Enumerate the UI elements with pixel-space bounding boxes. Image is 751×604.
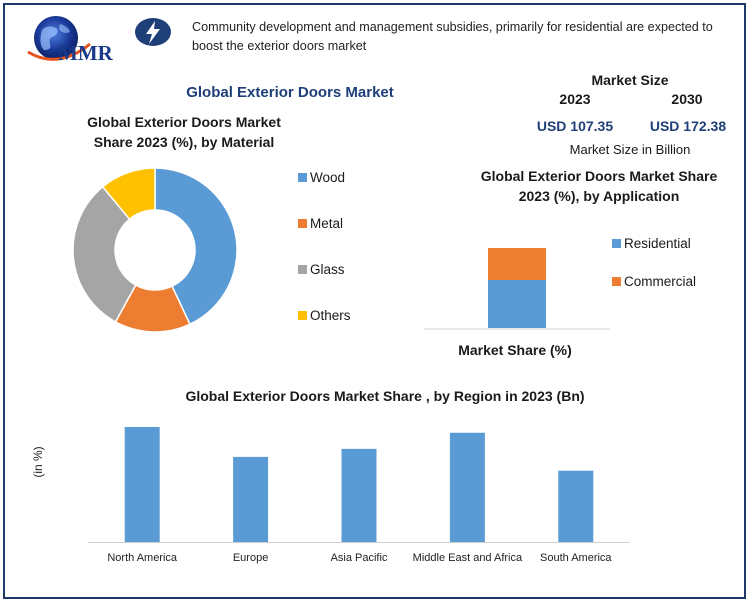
region-tick-label-north-america: North America <box>107 552 178 564</box>
donut-slice-wood <box>154 167 238 326</box>
headline-text: Community development and management sub… <box>192 20 713 53</box>
region-tick-label-south-america: South America <box>540 552 612 564</box>
region-chart-title: Global Exterior Doors Market Share , by … <box>185 388 585 404</box>
donut-slice-glass <box>72 185 137 323</box>
market-size-unit: Market Size in Billion <box>569 142 691 157</box>
donut-chart <box>72 167 238 333</box>
region-tick-label-asia-pacific: Asia Pacific <box>331 552 388 564</box>
legend-item-others: Others <box>298 308 351 323</box>
stacked-segment-residential <box>488 280 546 328</box>
legend-item-wood: Wood <box>298 170 345 185</box>
region-bar-north-america <box>124 427 160 542</box>
legend-swatch <box>612 277 621 286</box>
market-size-year-start: 2023 <box>559 91 591 107</box>
donut-chart-title: Global Exterior Doors Market Share 2023 … <box>87 114 281 150</box>
legend-swatch <box>298 173 307 182</box>
legend-item-glass: Glass <box>298 262 345 277</box>
stacked-chart-xlabel: Market Share (%) <box>458 342 572 358</box>
main-title: Global Exterior Doors Market <box>186 84 394 101</box>
legend-label: Glass <box>310 262 345 277</box>
legend-label: Wood <box>310 170 346 185</box>
region-ylabel: (in %) <box>31 446 45 477</box>
legend-label: Residential <box>624 236 691 251</box>
lightning-bolt-icon <box>135 18 171 46</box>
market-size-year-end: 2030 <box>671 91 703 107</box>
region-tick-label-europe: Europe <box>233 552 268 564</box>
donut-legend: Wood Metal Glass Others <box>298 170 398 340</box>
donut-slice-others <box>101 167 156 221</box>
region-bar-europe <box>233 456 269 542</box>
legend-label: Metal <box>310 216 344 231</box>
region-bar-asia-pacific <box>341 448 377 542</box>
legend-swatch <box>298 265 307 274</box>
legend-label: Commercial <box>624 274 697 289</box>
market-size-title: Market Size <box>591 72 669 88</box>
legend-swatch <box>298 311 307 320</box>
mmr-logo <box>27 16 91 61</box>
stacked-segment-commercial <box>488 248 546 280</box>
legend-item-residential: Residential <box>612 236 691 251</box>
legend-item-metal: Metal <box>298 216 343 231</box>
stacked-legend: Residential Commercial <box>612 236 732 306</box>
legend-label: Others <box>310 308 351 323</box>
region-bar-chart: (in %) North America Europe Asia Pacific Mid… <box>31 427 630 564</box>
legend-swatch <box>298 219 307 228</box>
stacked-chart-title: Global Exterior Doors Market Share 2023 … <box>480 168 718 204</box>
region-bar-middle-east-and-africa <box>449 432 485 542</box>
region-bar-south-america <box>558 470 594 542</box>
stacked-bar-chart <box>424 248 610 330</box>
legend-swatch <box>612 239 621 248</box>
legend-item-commercial: Commercial <box>612 274 696 289</box>
market-size-value-end: USD 172.38 <box>649 118 727 134</box>
logo-text: MMR <box>58 41 113 65</box>
region-tick-label-middle-east-and-africa: Middle East and Africa <box>413 552 523 564</box>
market-size-value-start: USD 107.35 <box>536 118 614 134</box>
